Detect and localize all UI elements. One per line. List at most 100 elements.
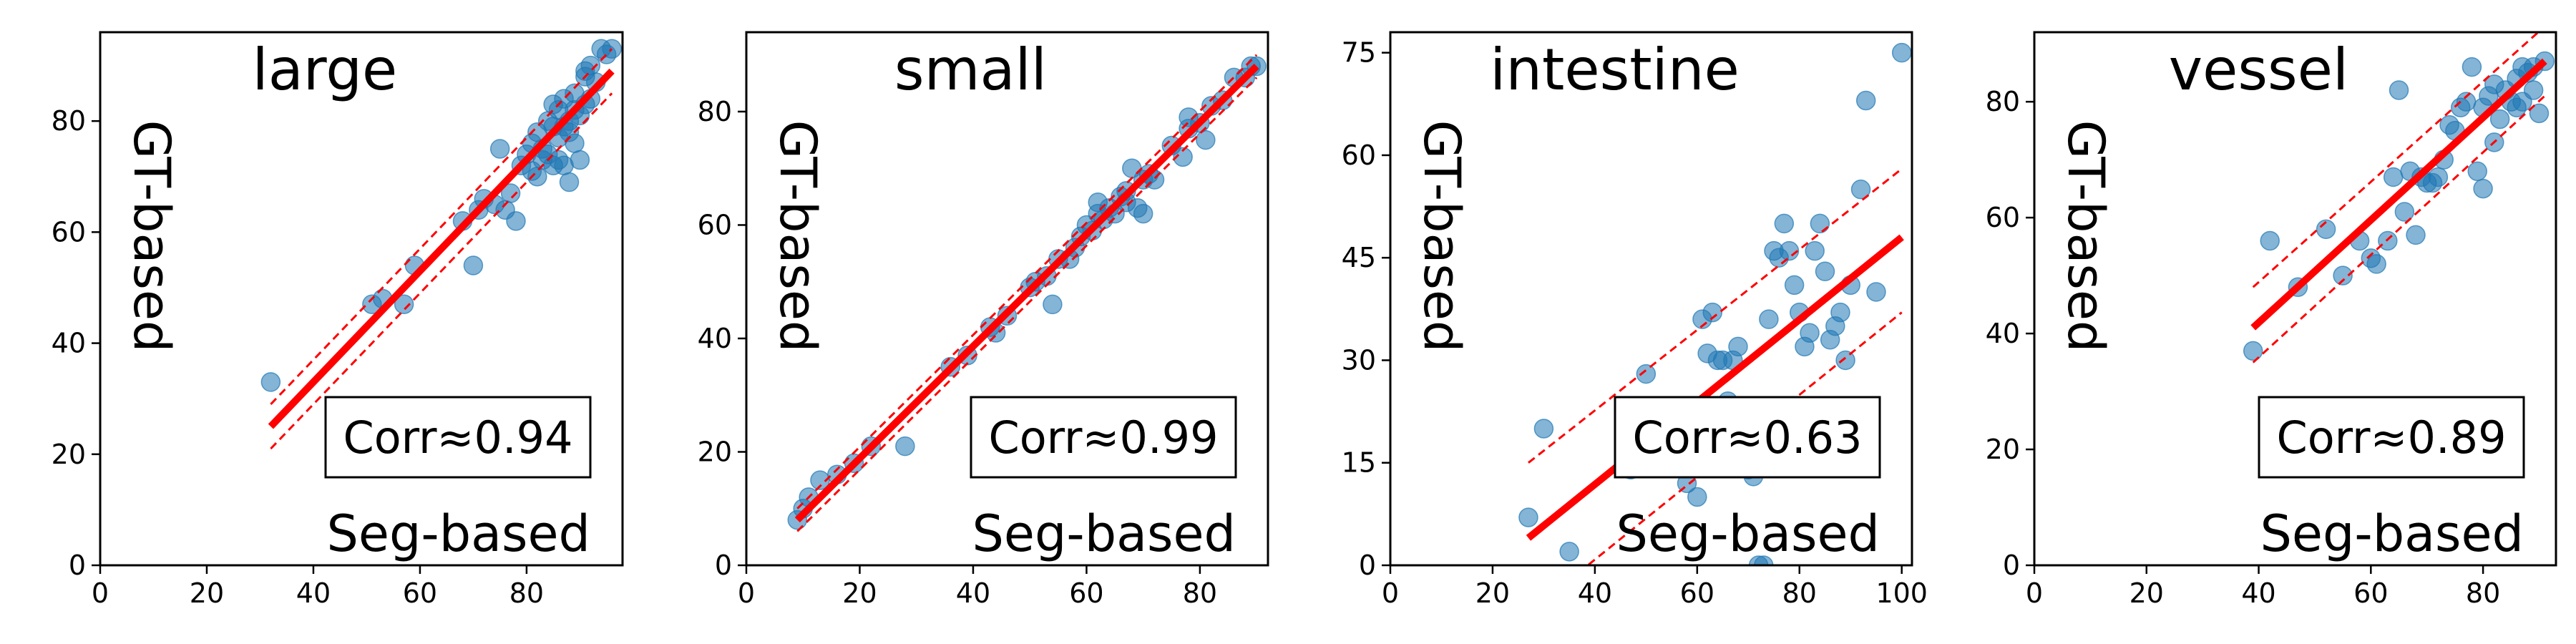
y-tick-label: 30 — [1342, 344, 1376, 376]
y-tick-label: 60 — [52, 216, 86, 248]
data-point — [1559, 542, 1579, 562]
data-point — [1196, 130, 1216, 150]
y-tick-label: 60 — [1986, 202, 2020, 233]
data-point — [1866, 282, 1886, 302]
data-point — [2406, 225, 2426, 245]
y-tick-label: 0 — [69, 550, 86, 581]
y-tick-label: 40 — [52, 328, 86, 359]
x-tick-label: 80 — [509, 577, 544, 609]
band-line-lower — [2252, 94, 2546, 364]
data-point — [2316, 219, 2336, 240]
data-point — [2243, 341, 2263, 361]
data-point — [489, 139, 510, 159]
x-tick-label: 60 — [2353, 577, 2388, 609]
data-point — [1830, 302, 1850, 323]
fit-lines — [268, 48, 615, 450]
data-point — [1835, 350, 1855, 371]
y-tick-label: 40 — [1986, 318, 2020, 349]
x-axis-label: Seg-based — [972, 504, 1236, 563]
data-point — [2389, 80, 2409, 100]
chart-title: large — [253, 36, 398, 103]
data-point — [1687, 487, 1707, 507]
chart-title: small — [894, 36, 1047, 103]
correlation-label: Corr≈0.94 — [343, 411, 572, 464]
x-tick-label: 80 — [1183, 577, 1217, 609]
data-point — [1779, 240, 1800, 261]
data-point — [2473, 178, 2493, 199]
data-point — [570, 150, 590, 170]
y-tick-label: 0 — [1359, 550, 1376, 581]
data-point — [559, 172, 580, 192]
band-line-upper — [796, 54, 1258, 509]
x-tick-label: 80 — [1782, 577, 1817, 609]
fit-line — [1526, 234, 1904, 541]
data-point — [2529, 103, 2550, 124]
data-point — [895, 436, 915, 457]
data-point — [1810, 213, 1830, 234]
y-tick-label: 15 — [1342, 447, 1376, 479]
fit-line — [268, 68, 615, 429]
x-tick-label: 60 — [1069, 577, 1103, 609]
correlation-label: Corr≈0.99 — [988, 411, 1218, 464]
x-axis-label: Seg-based — [1616, 504, 1880, 563]
data-point — [1636, 364, 1657, 384]
y-tick-label: 20 — [698, 436, 732, 467]
data-point — [1133, 203, 1153, 224]
chart-panel-small: 0 20 40 60 80 0 20 40 60 80 small GT-based Corr≈0.99… — [698, 31, 1269, 609]
data-point — [1518, 507, 1538, 527]
y-tick-label: 80 — [698, 96, 732, 127]
data-point — [1805, 240, 1825, 261]
x-tick-label: 20 — [842, 577, 877, 609]
data-point — [2394, 202, 2415, 222]
y-tick-label: 75 — [1342, 37, 1376, 69]
x-tick-label: 20 — [2129, 577, 2164, 609]
correlation-box — [324, 396, 592, 479]
x-tick-label: 40 — [1578, 577, 1612, 609]
y-tick-label: 20 — [52, 439, 86, 470]
data-point — [2260, 230, 2280, 251]
data-point — [2462, 57, 2482, 77]
x-tick-label: 0 — [92, 577, 109, 609]
data-point — [1784, 275, 1805, 296]
data-point — [1891, 42, 1912, 63]
data-point — [1774, 213, 1795, 234]
scatter-points — [260, 39, 622, 392]
data-point — [463, 255, 484, 275]
x-tick-label: 100 — [1875, 577, 1928, 609]
x-tick-label: 40 — [956, 577, 990, 609]
band-line-upper — [2252, 32, 2540, 288]
x-tick-label: 20 — [190, 577, 224, 609]
x-tick-label: 0 — [2026, 577, 2043, 609]
data-point — [2489, 109, 2510, 130]
fit-line — [2250, 58, 2547, 331]
data-point — [2333, 265, 2353, 286]
y-tick-label: 20 — [1986, 434, 2020, 465]
data-point — [260, 372, 281, 392]
band-line-upper — [270, 48, 613, 405]
y-tick-label: 45 — [1342, 242, 1376, 273]
data-point — [565, 133, 585, 153]
data-point — [2523, 80, 2544, 100]
x-tick-label: 80 — [2466, 577, 2500, 609]
data-point — [1800, 323, 1820, 343]
plot-frame — [2033, 31, 2557, 567]
x-tick-label: 40 — [2241, 577, 2275, 609]
fit-lines — [794, 54, 1259, 532]
y-tick-label: 0 — [715, 550, 732, 581]
correlation-label: Corr≈0.89 — [2276, 411, 2506, 464]
data-point — [2428, 167, 2449, 187]
data-point — [2366, 254, 2386, 274]
data-point — [506, 211, 526, 231]
y-tick-label: 80 — [52, 105, 86, 137]
correlation-box — [1614, 396, 1881, 479]
x-tick-label: 40 — [296, 577, 331, 609]
correlation-box — [2258, 396, 2525, 479]
data-point — [2467, 161, 2488, 182]
y-tick-label: 60 — [1342, 140, 1376, 171]
data-point — [2383, 167, 2404, 187]
fit-lines — [2250, 32, 2547, 364]
y-tick-label: 40 — [698, 323, 732, 354]
data-point — [1815, 261, 1835, 282]
band-line-upper — [1528, 167, 1903, 464]
